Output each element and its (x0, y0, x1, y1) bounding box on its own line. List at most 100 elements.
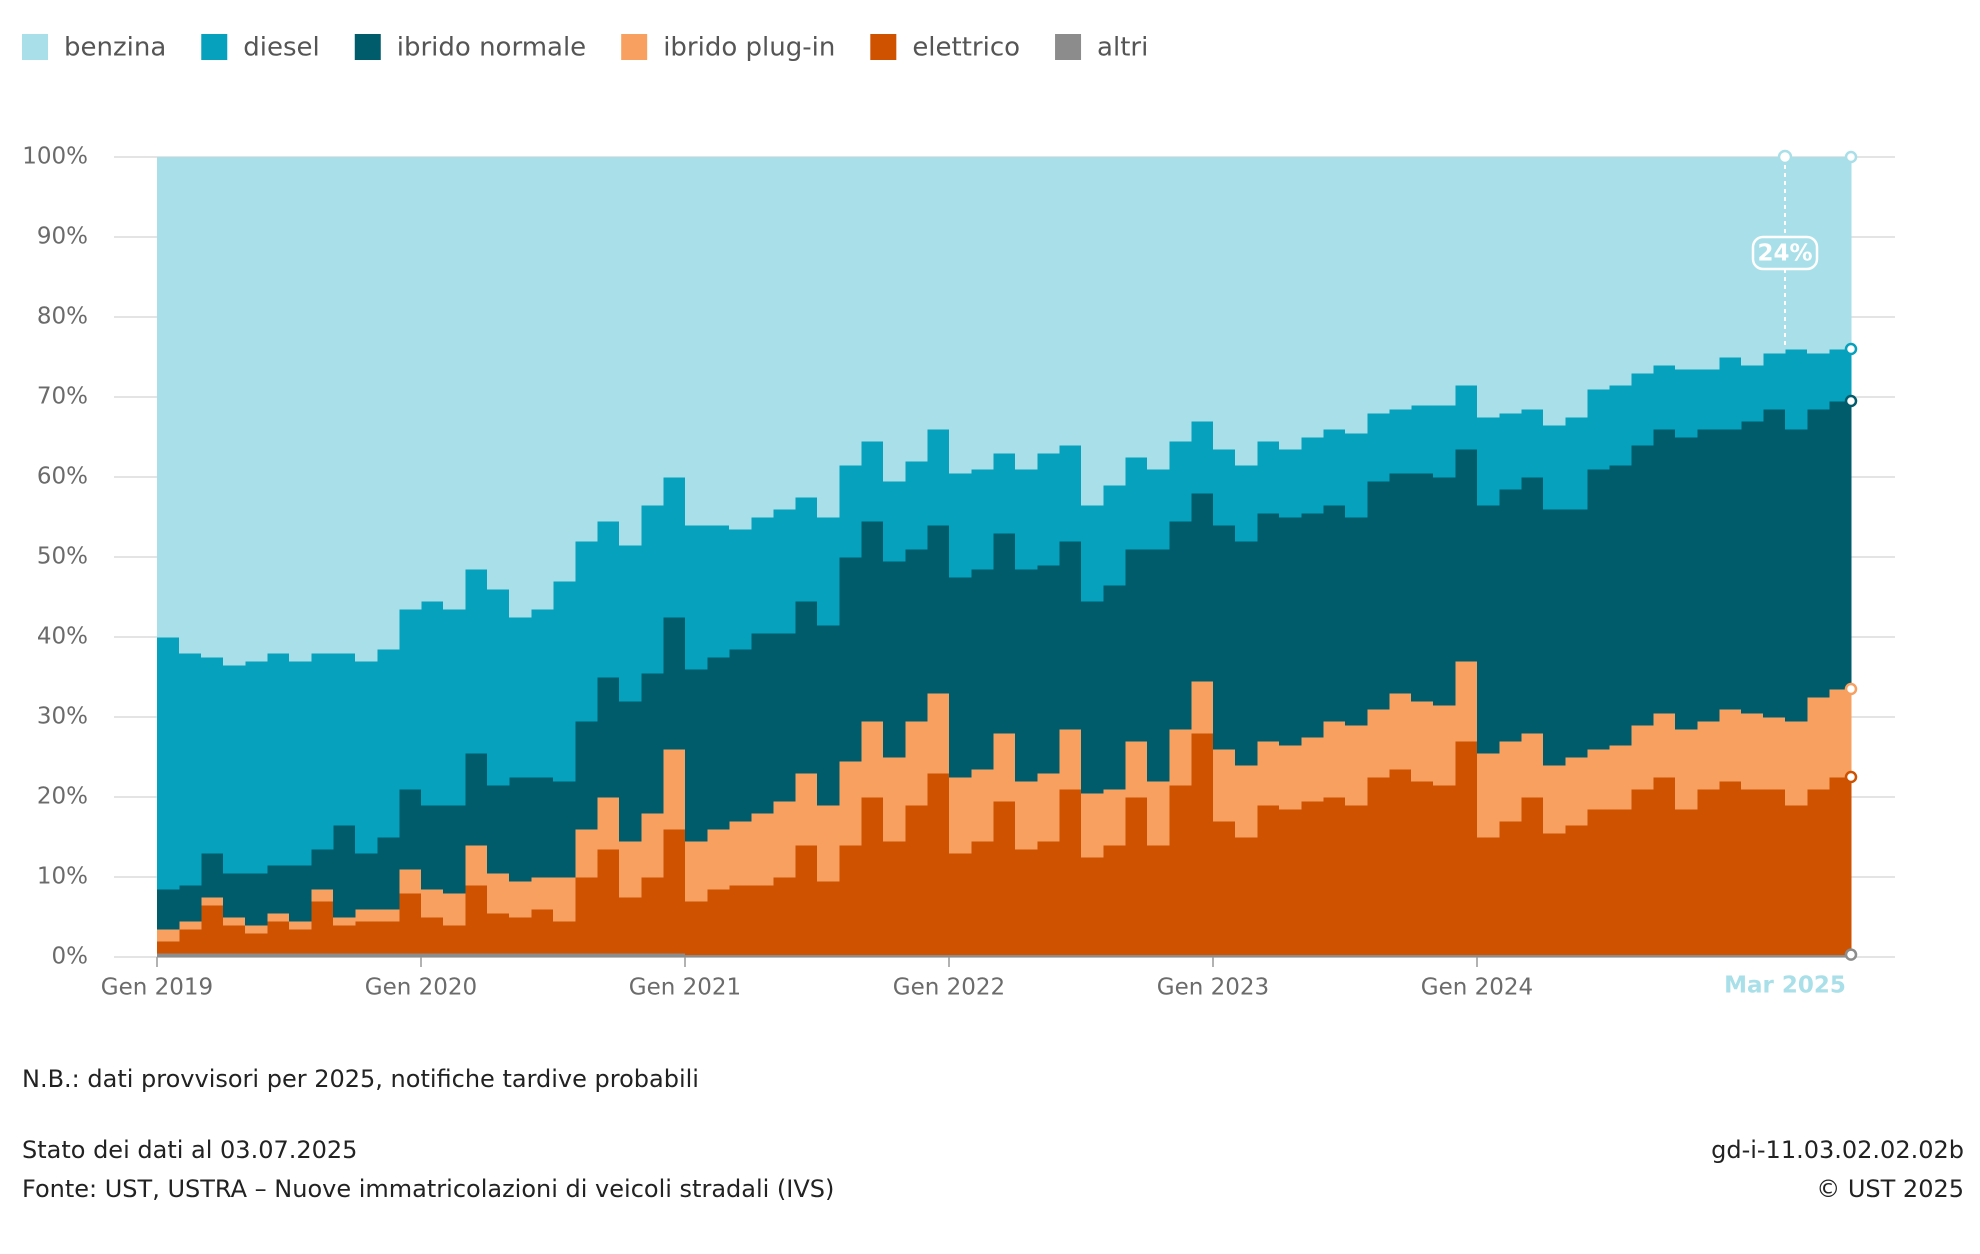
legend-swatch[interactable] (621, 34, 648, 60)
legend-swatch[interactable] (201, 34, 228, 60)
area-step (1499, 821, 1522, 955)
area-step (157, 637, 180, 890)
area-step (883, 841, 906, 955)
area-step (1147, 469, 1170, 550)
area-step (817, 517, 840, 626)
legend-label[interactable]: ibrido plug-in (663, 33, 835, 63)
area-step (1675, 729, 1698, 810)
area-step (927, 157, 950, 430)
area-step (1059, 954, 1082, 958)
y-tick-label: 80% (37, 304, 88, 330)
legend-label[interactable]: diesel (243, 33, 320, 63)
area-step (1543, 833, 1566, 955)
area-step (1829, 401, 1852, 690)
area-step (1719, 357, 1742, 430)
area-step (355, 921, 378, 954)
area-step (1587, 749, 1610, 810)
area-step (905, 954, 928, 958)
area-step (1015, 157, 1038, 470)
area-step (619, 841, 642, 898)
area-step (1345, 433, 1368, 518)
area-step (201, 157, 224, 658)
area-step (1367, 954, 1390, 958)
area-step (289, 661, 312, 866)
legend-label[interactable]: elettrico (912, 33, 1020, 63)
area-step (663, 829, 686, 954)
area-step (1081, 857, 1104, 955)
area-step (1169, 785, 1192, 955)
area-step (905, 549, 928, 722)
area-step (1741, 713, 1764, 790)
area-step (839, 845, 862, 955)
area-step (1081, 505, 1104, 602)
area-step (289, 929, 312, 954)
area-step (707, 657, 730, 830)
legend-swatch[interactable] (22, 34, 48, 60)
area-step (927, 773, 950, 955)
area-step (839, 465, 862, 558)
area-step (971, 841, 994, 955)
area-step (1081, 157, 1104, 506)
area-step (487, 953, 510, 958)
y-tick-label: 10% (37, 864, 88, 890)
area-step (861, 521, 884, 722)
area-step (817, 157, 840, 518)
area-step (1763, 353, 1786, 410)
area-step (1521, 409, 1544, 478)
area-step (1125, 549, 1148, 742)
area-step (1037, 565, 1060, 774)
area-step (1279, 449, 1302, 518)
area-step (1433, 405, 1456, 478)
area-step (1477, 505, 1500, 754)
area-step (1345, 157, 1368, 434)
area-step (1807, 789, 1830, 955)
area-step (1367, 777, 1390, 955)
area-step (1631, 725, 1654, 790)
area-step (993, 733, 1016, 802)
area-step (1785, 721, 1808, 806)
area-step (795, 157, 818, 498)
area-step (1609, 745, 1632, 810)
area-step (729, 821, 752, 886)
area-step (1147, 549, 1170, 782)
area-step (201, 853, 224, 898)
area-step (1345, 725, 1368, 806)
legend-label[interactable]: benzina (64, 33, 166, 63)
area-step (509, 617, 532, 778)
area-step (1081, 954, 1104, 958)
area-step (1081, 601, 1104, 794)
area-step (795, 497, 818, 602)
area-step (949, 473, 972, 578)
area-step (1543, 954, 1566, 958)
legend-swatch[interactable] (354, 34, 381, 60)
area-step (861, 797, 884, 955)
area-step (1675, 157, 1698, 370)
area-step (1411, 157, 1434, 406)
area-step (795, 773, 818, 846)
area-step (1037, 954, 1060, 958)
legend-swatch[interactable] (870, 34, 897, 60)
legend-label[interactable]: altri (1097, 33, 1148, 63)
note: N.B.: dati provvisori per 2025, notifich… (22, 1065, 699, 1093)
area-step (223, 925, 246, 954)
end-marker (1844, 150, 1858, 164)
area-step (1455, 385, 1478, 450)
area-step (1433, 954, 1456, 958)
legend-swatch[interactable] (1055, 34, 1082, 60)
x-tick-label: Gen 2019 (101, 975, 213, 1001)
area-step (1565, 825, 1588, 955)
area-step (179, 157, 202, 654)
area-step (575, 877, 598, 954)
area-step (1059, 729, 1082, 790)
area-step (421, 889, 444, 918)
legend-label[interactable]: ibrido normale (397, 33, 586, 63)
area-step (1367, 413, 1390, 482)
area-step (1631, 789, 1654, 955)
area-step (905, 721, 928, 806)
area-step (817, 805, 840, 882)
plot-area (157, 157, 1852, 958)
area-step (1257, 954, 1280, 958)
area-step (927, 525, 950, 694)
area-step (1653, 713, 1676, 778)
area-step (1169, 157, 1192, 442)
